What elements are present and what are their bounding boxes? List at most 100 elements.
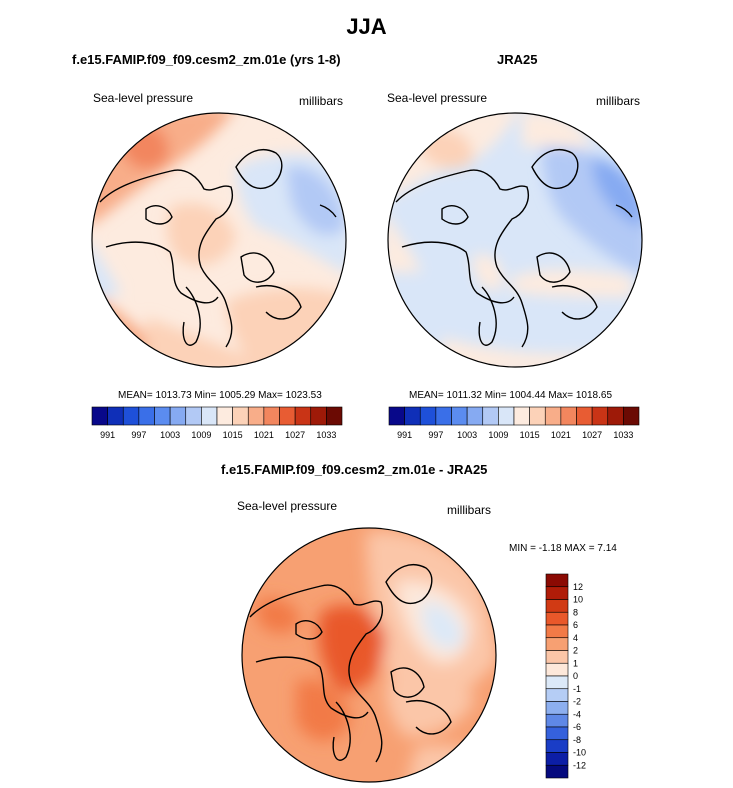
main-title: JJA (346, 14, 387, 39)
panel1-colorbar-tick-label: 1021 (254, 430, 274, 440)
panel1-colorbar-tick-label: 1027 (285, 430, 305, 440)
panel1-colorbar-swatch (154, 406, 171, 426)
panel2-coastlines (395, 149, 633, 348)
panel3-colorbar-swatch (545, 624, 569, 639)
panel3-colorbar-swatch (545, 637, 569, 651)
panel2-stats: MEAN= 1011.32 Min= 1004.44 Max= 1018.65 (409, 390, 613, 401)
panel3-colorbar-swatch (545, 739, 569, 753)
panel1-colorbar-tick-label: 1033 (316, 430, 336, 440)
panel3-colorbar-swatch (545, 752, 569, 766)
panel3-stats: MIN = -1.18 MAX = 7.14 (509, 543, 617, 554)
panel2-colorbar-swatch (388, 406, 405, 426)
panel3-colorbar-swatch (545, 764, 569, 779)
panel2-colorbar-swatch (560, 406, 577, 426)
panel2-colorbar-tick-label: 1003 (457, 430, 477, 440)
panel3-colorbar-tick-label: -12 (573, 760, 586, 770)
panel1-colorbar-swatch (138, 406, 155, 426)
panel1-colorbar-tick-label: 1015 (223, 430, 243, 440)
panel1-colorbar-swatch (326, 406, 343, 426)
panel2-colorbar-tick-label: 997 (428, 430, 443, 440)
panel1-colorbar-swatch (216, 406, 233, 426)
panel3-colorbar-tick-label: 12 (573, 582, 583, 592)
panel3-colorbar-tick-label: -2 (573, 697, 581, 707)
panel1-colorbar-swatch (232, 406, 249, 426)
panel2-colorbar-tick-label: 1033 (613, 430, 633, 440)
panel2-colorbar-swatch (482, 406, 499, 426)
panel3-colorbar-tick-label: -8 (573, 735, 581, 745)
panel3-colorbar-swatch (545, 573, 569, 588)
panel1-units-label: millibars (299, 94, 344, 108)
panel3-colorbar-tick-label: -10 (573, 748, 586, 758)
panel3-colorbar-swatch (545, 650, 569, 664)
panel2-colorbar-swatch (576, 406, 593, 426)
panel3-colorbar-tick-label: -6 (573, 722, 581, 732)
panel2-colorbar-swatch (498, 406, 515, 426)
panel1-colorbar-tick-label: 991 (100, 430, 115, 440)
panel3-colorbar-swatch (545, 611, 569, 626)
panel3-colorbar-swatch (545, 688, 569, 702)
panel3-colorbar-swatch (545, 713, 569, 728)
panel1-colorbar-swatch (263, 406, 280, 426)
panel3-units-label: millibars (447, 503, 492, 517)
panel1-colorbar-swatch (169, 406, 187, 426)
panel3-title: f.e15.FAMIP.f09_f09.cesm2_zm.01e - JRA25 (221, 462, 488, 477)
panel2-colorbar-swatch (607, 406, 624, 426)
panel2-units-label: millibars (596, 94, 641, 108)
panel2-colorbar-tick-label: 1021 (551, 430, 571, 440)
panel1-colorbar-swatch (122, 406, 140, 426)
panel1-colorbar-swatch (185, 406, 202, 426)
panel2-colorbar-swatch (529, 406, 546, 426)
panel2-colorbar-swatch (513, 406, 530, 426)
panel2-polar-map (387, 112, 643, 368)
panel3-colorbar-tick-label: -1 (573, 684, 581, 694)
panel3-colorbar-tick-label: 8 (573, 607, 578, 617)
panel1-variable-label: Sea-level pressure (93, 91, 194, 105)
panel1-stats: MEAN= 1013.73 Min= 1005.29 Max= 1023.53 (118, 390, 322, 401)
panel1-colorbar-swatch (294, 406, 312, 426)
panel3-colorbar-swatch (545, 599, 569, 613)
panel3-colorbar-swatch (545, 675, 569, 690)
panel2-colorbar-swatch (435, 406, 452, 426)
panel2-colorbar-tick-label: 991 (397, 430, 412, 440)
panel2-variable-label: Sea-level pressure (387, 91, 488, 105)
panel1-colorbar-swatch (279, 406, 296, 426)
panel3-coastlines (249, 564, 452, 763)
panel3-colorbar-swatch (545, 586, 569, 600)
panel1-colorbar-swatch (91, 406, 108, 426)
panel2-colorbar-tick-label: 1015 (520, 430, 540, 440)
panel2-colorbar-tick-label: 1027 (582, 430, 602, 440)
panel3-colorbar-swatch (545, 701, 569, 715)
panel1-colorbar-tick-label: 1003 (160, 430, 180, 440)
panel2-title: JRA25 (497, 52, 538, 67)
panel1-polar-map (91, 112, 347, 368)
panel3-colorbar-swatch (545, 726, 569, 741)
panel2-colorbar-swatch (544, 406, 562, 426)
panel1-title: f.e15.FAMIP.f09_f09.cesm2_zm.01e (yrs 1-… (72, 52, 341, 67)
panel1-colorbar-tick-label: 997 (131, 430, 146, 440)
panel1-colorbar-swatch (247, 406, 265, 426)
panel2-colorbar-swatch (466, 406, 484, 426)
panel1-colorbar-swatch (107, 406, 124, 426)
panel1-colorbar-swatch (310, 406, 327, 426)
panel3-colorbar-tick-label: 10 (573, 595, 583, 605)
panel3-colorbar-tick-label: 6 (573, 620, 578, 630)
panel2-colorbar-swatch (591, 406, 609, 426)
panel2-colorbar: 991 997 1003 1009 1015 1021 1027 1033 (388, 406, 640, 440)
panel3-colorbar-tick-label: 0 (573, 671, 578, 681)
panel3-polar-map (241, 527, 497, 783)
panel2-colorbar-tick-label: 1009 (488, 430, 508, 440)
panel1-coastlines (99, 149, 337, 348)
panel3-colorbar-tick-label: 2 (573, 646, 578, 656)
panel3-colorbar-tick-label: 4 (573, 633, 578, 643)
panel1-colorbar-swatch (201, 406, 218, 426)
panel2-colorbar-swatch (451, 406, 468, 426)
panel3-colorbar-tick-label: -4 (573, 709, 581, 719)
panel2-colorbar-swatch (623, 406, 640, 426)
panel3-variable-label: Sea-level pressure (237, 499, 338, 513)
panel3-colorbar-tick-label: 1 (573, 658, 578, 668)
panel1-colorbar-tick-label: 1009 (191, 430, 211, 440)
panel3-colorbar-swatch (545, 662, 569, 677)
panel2-colorbar-swatch (419, 406, 437, 426)
panel2-colorbar-swatch (404, 406, 421, 426)
